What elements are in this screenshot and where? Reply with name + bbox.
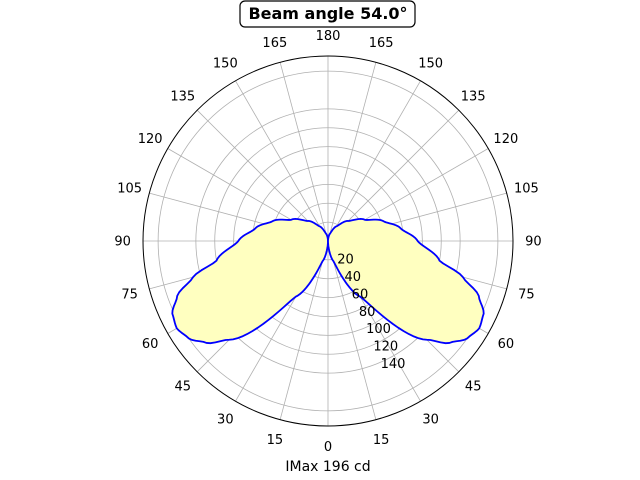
chart-title: Beam angle 54.0° bbox=[248, 4, 407, 23]
radial-gridline bbox=[214, 127, 442, 355]
angle-tick-label: 15 bbox=[267, 433, 284, 448]
data-layer bbox=[171, 218, 485, 345]
radial-tick-label: 60 bbox=[352, 287, 369, 302]
angle-tick-label: 150 bbox=[418, 57, 443, 72]
angle-tick-label: 105 bbox=[514, 181, 539, 196]
radial-gridline bbox=[157, 70, 499, 412]
polar-frame bbox=[142, 55, 514, 427]
radial-tick-label: 120 bbox=[373, 340, 398, 355]
angle-gridline bbox=[279, 240, 329, 420]
series-fill bbox=[328, 218, 484, 344]
series-fill bbox=[172, 218, 328, 344]
angle-tick-label: 120 bbox=[138, 132, 163, 147]
radial-tick-label: 20 bbox=[337, 252, 354, 267]
angle-gridline bbox=[235, 80, 329, 242]
angle-gridline bbox=[196, 109, 329, 242]
angle-tick-label: 15 bbox=[373, 433, 390, 448]
angle-tick-label: 30 bbox=[422, 412, 439, 427]
angle-gridline bbox=[327, 240, 377, 420]
angle-tick-label: 75 bbox=[121, 288, 138, 303]
angle-gridline bbox=[327, 109, 460, 242]
angle-tick-label: 90 bbox=[525, 235, 542, 250]
radial-tick-label: 100 bbox=[366, 322, 391, 337]
angle-tick-labels: 0 15 30 45 60 75 90 105 120 135 150 165 180 165 150 135… bbox=[114, 29, 541, 455]
angle-tick-label: 135 bbox=[461, 89, 486, 104]
angle-tick-label: 75 bbox=[518, 288, 535, 303]
angle-tick-label: 135 bbox=[170, 89, 195, 104]
angle-tick-label: 120 bbox=[493, 132, 518, 147]
radial-tick-label: 140 bbox=[381, 357, 406, 372]
radial-tick-label: 40 bbox=[344, 270, 361, 285]
angle-tick-label: 60 bbox=[142, 337, 159, 352]
angle-tick-label: 45 bbox=[465, 380, 482, 395]
series-line bbox=[327, 218, 485, 345]
x-axis-label: IMax 196 cd bbox=[285, 459, 370, 475]
title-box: Beam angle 54.0° bbox=[239, 0, 416, 28]
series-line bbox=[171, 218, 329, 345]
angle-tick-label: 165 bbox=[369, 36, 394, 51]
angle-tick-label: 165 bbox=[262, 36, 287, 51]
angle-gridline bbox=[279, 62, 329, 242]
angle-tick-label: 30 bbox=[217, 412, 234, 427]
angle-tick-label: 0 bbox=[324, 440, 332, 455]
radial-tick-labels: 20 40 60 80 100 120 140 bbox=[337, 252, 405, 372]
angle-tick-label: 150 bbox=[213, 57, 238, 72]
radial-gridline bbox=[195, 108, 461, 374]
angle-gridline bbox=[327, 62, 377, 242]
radial-tick-label: 80 bbox=[359, 305, 376, 320]
angle-tick-label: 60 bbox=[498, 337, 515, 352]
title-box-frame bbox=[239, 0, 416, 28]
angle-tick-label: 45 bbox=[175, 380, 192, 395]
angle-tick-label: 90 bbox=[114, 235, 131, 250]
angle-gridline bbox=[327, 80, 421, 242]
radial-gridline bbox=[233, 146, 423, 336]
angle-tick-label: 180 bbox=[316, 29, 341, 44]
angle-tick-label: 105 bbox=[117, 181, 142, 196]
